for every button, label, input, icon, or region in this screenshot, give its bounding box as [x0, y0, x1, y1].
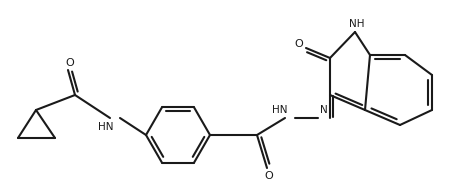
Text: O: O	[65, 58, 74, 68]
Text: O: O	[264, 171, 273, 181]
Text: HN: HN	[98, 122, 113, 132]
Text: HN: HN	[272, 105, 287, 115]
Text: NH: NH	[349, 19, 364, 29]
Text: N: N	[319, 105, 327, 115]
Text: O: O	[294, 39, 303, 49]
